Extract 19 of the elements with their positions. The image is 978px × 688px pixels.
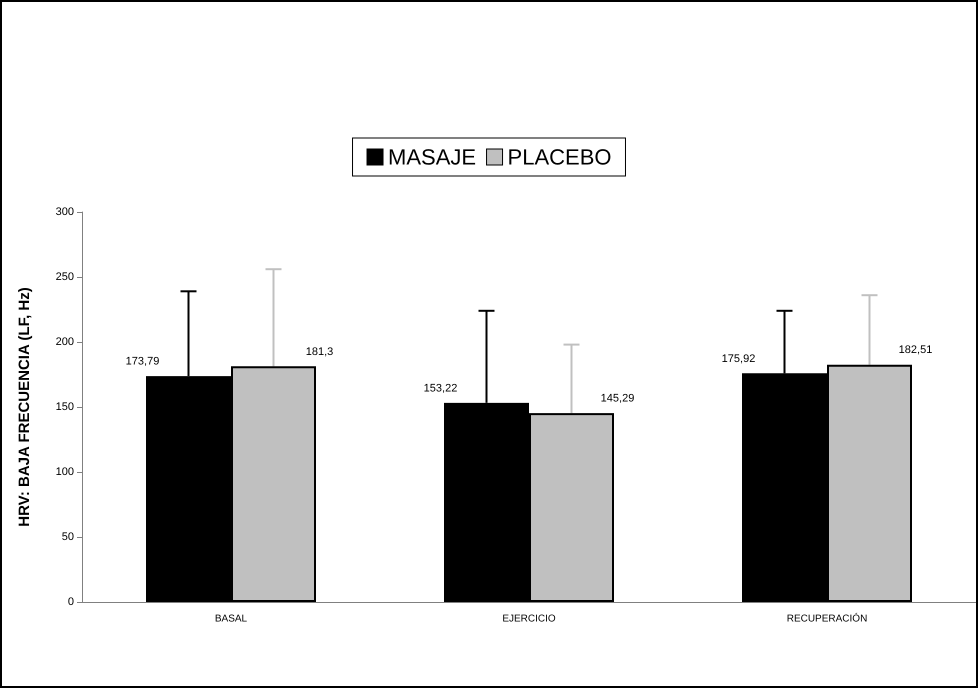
legend-label: PLACEBO — [508, 144, 612, 170]
data-label: 145,29 — [600, 392, 634, 405]
data-label: 153,22 — [424, 382, 458, 394]
y-tick-label: 150 — [56, 401, 74, 413]
x-tick-label: EJERCICIO — [502, 614, 556, 624]
y-tick-label: 0 — [68, 596, 74, 608]
y-tick-label: 250 — [56, 271, 74, 283]
y-tick-label: 100 — [56, 466, 74, 478]
x-tick-label: RECUPERACIÓN — [786, 612, 868, 624]
data-label: 181,3 — [306, 346, 334, 358]
data-label: 182,51 — [898, 344, 932, 356]
y-tick-label: 300 — [56, 206, 74, 218]
data-label: 175,92 — [722, 352, 756, 365]
data-label: 173,79 — [126, 356, 160, 368]
legend-label: MASAJE — [388, 144, 476, 170]
y-tick-label: 200 — [56, 336, 74, 348]
y-axis-title: HRV: BAJA FRECUENCIA (LF, Hz) — [16, 287, 33, 527]
y-tick-label: 50 — [62, 531, 74, 543]
x-tick-label: BASAL — [214, 614, 248, 624]
